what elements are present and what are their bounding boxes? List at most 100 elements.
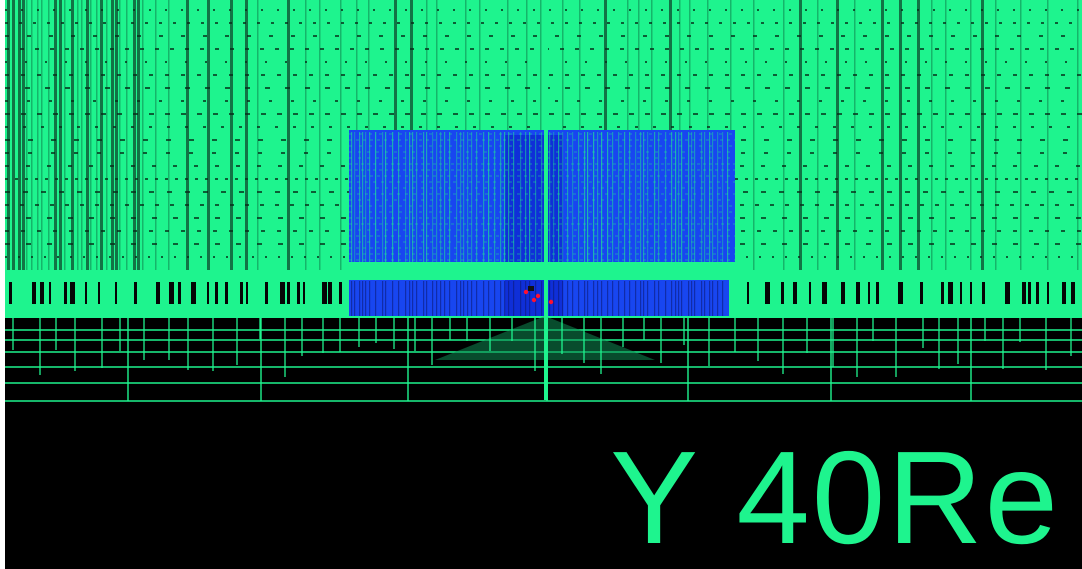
mesh-column-line — [126, 0, 128, 270]
mesh-column-line — [133, 0, 136, 270]
refined-column-line — [562, 132, 564, 262]
refined-column-line — [597, 281, 599, 316]
mesh-column-line — [115, 0, 118, 270]
refined-column-line — [365, 132, 367, 262]
mesh-column-line — [186, 0, 189, 270]
refined-column-line — [362, 281, 364, 316]
refined-column-line — [476, 132, 478, 262]
refined-column-line — [444, 281, 446, 316]
refined-column-line — [629, 132, 631, 262]
refined-column-line — [412, 281, 414, 316]
mesh-tick-mark — [960, 282, 962, 304]
refined-column-line — [722, 281, 724, 316]
refined-column-line — [675, 281, 677, 316]
mesh-column-line — [106, 0, 108, 270]
mesh-tick-mark — [941, 282, 944, 304]
mesh-column-line — [18, 0, 21, 270]
refined-column-line — [658, 281, 660, 316]
mesh-tick-mark — [9, 282, 12, 304]
refined-column-line — [727, 132, 729, 262]
mesh-column-line — [917, 0, 920, 270]
refined-column-line — [587, 132, 589, 262]
refined-column-line — [558, 132, 560, 262]
refined-column-line — [601, 132, 603, 262]
mesh-tick-mark — [303, 282, 305, 304]
refined-column-line — [593, 281, 595, 316]
refined-column-line — [365, 281, 367, 316]
mesh-column-line — [77, 0, 79, 270]
refined-column-line — [449, 132, 451, 262]
mesh-column-line — [817, 0, 819, 270]
refined-column-line — [612, 281, 614, 316]
refined-column-line — [409, 281, 411, 316]
refined-column-line — [654, 281, 656, 316]
mesh-tick-mark — [328, 282, 332, 304]
mesh-tick-mark — [115, 282, 117, 304]
mesh-column-line — [981, 0, 984, 270]
refined-column-line — [654, 132, 656, 262]
mesh-tick-mark — [841, 282, 845, 304]
refined-column-line — [629, 281, 631, 316]
refined-column-line — [359, 281, 361, 316]
refined-column-line — [426, 281, 428, 316]
mesh-column-line — [54, 0, 57, 270]
mesh-tick-mark — [70, 282, 75, 304]
mesh-tick-mark — [1028, 282, 1031, 304]
mesh-tick-mark — [64, 282, 67, 304]
refined-column-line — [409, 132, 411, 262]
refined-column-line — [562, 281, 564, 316]
mesh-tick-mark — [1071, 282, 1075, 304]
refined-column-line — [643, 132, 645, 262]
refined-separator-band — [349, 262, 735, 280]
cell-marker — [531, 297, 537, 303]
mesh-column-line — [1020, 0, 1022, 270]
refined-column-line — [398, 281, 400, 316]
mesh-column-line — [26, 0, 28, 270]
refined-column-line — [607, 281, 609, 316]
cell-marker — [535, 293, 541, 299]
refined-column-line — [658, 132, 660, 262]
refined-column-line — [647, 132, 649, 262]
mesh-column-line — [230, 0, 233, 270]
refined-column-line — [382, 281, 384, 316]
cell-marker — [548, 299, 554, 305]
mesh-tick-mark — [246, 282, 248, 304]
mesh-tick-mark — [169, 282, 174, 304]
mesh-tick-mark — [225, 282, 228, 304]
mesh-tick-mark — [297, 282, 300, 304]
refined-column-line — [354, 132, 356, 262]
refined-column-line — [558, 281, 560, 316]
refined-column-line — [504, 132, 506, 262]
refined-column-line — [463, 281, 465, 316]
refined-column-line — [525, 281, 527, 316]
mesh-column-line — [799, 0, 802, 270]
mesh-grid — [5, 0, 1082, 402]
refined-column-line — [567, 132, 569, 262]
refined-column-line — [694, 281, 696, 316]
mesh-column-line — [305, 0, 307, 270]
refined-column-line — [488, 132, 490, 262]
refined-column-line — [647, 281, 649, 316]
refined-column-line — [471, 132, 473, 262]
mesh-tick-mark — [40, 282, 44, 304]
refined-column-line — [675, 132, 677, 262]
refined-column-line — [572, 132, 574, 262]
mesh-column-line — [1077, 0, 1079, 270]
refined-column-line — [467, 281, 469, 316]
mesh-tick-mark — [49, 282, 51, 304]
mesh-column-line — [48, 0, 50, 270]
refined-column-line — [369, 132, 371, 262]
mesh-column-line — [137, 0, 140, 270]
mesh-column-line — [899, 0, 902, 270]
refined-column-line — [500, 132, 502, 262]
refined-column-line — [678, 132, 680, 262]
refined-column-line — [463, 132, 465, 262]
mesh-column-line — [22, 0, 25, 270]
mesh-column-line — [995, 0, 997, 270]
mesh-column-line — [71, 0, 74, 270]
mesh-column-line — [1047, 0, 1049, 270]
refined-column-line — [640, 281, 642, 316]
refined-column-line — [535, 132, 537, 262]
refined-column-line — [520, 281, 522, 316]
refined-column-line — [432, 281, 434, 316]
